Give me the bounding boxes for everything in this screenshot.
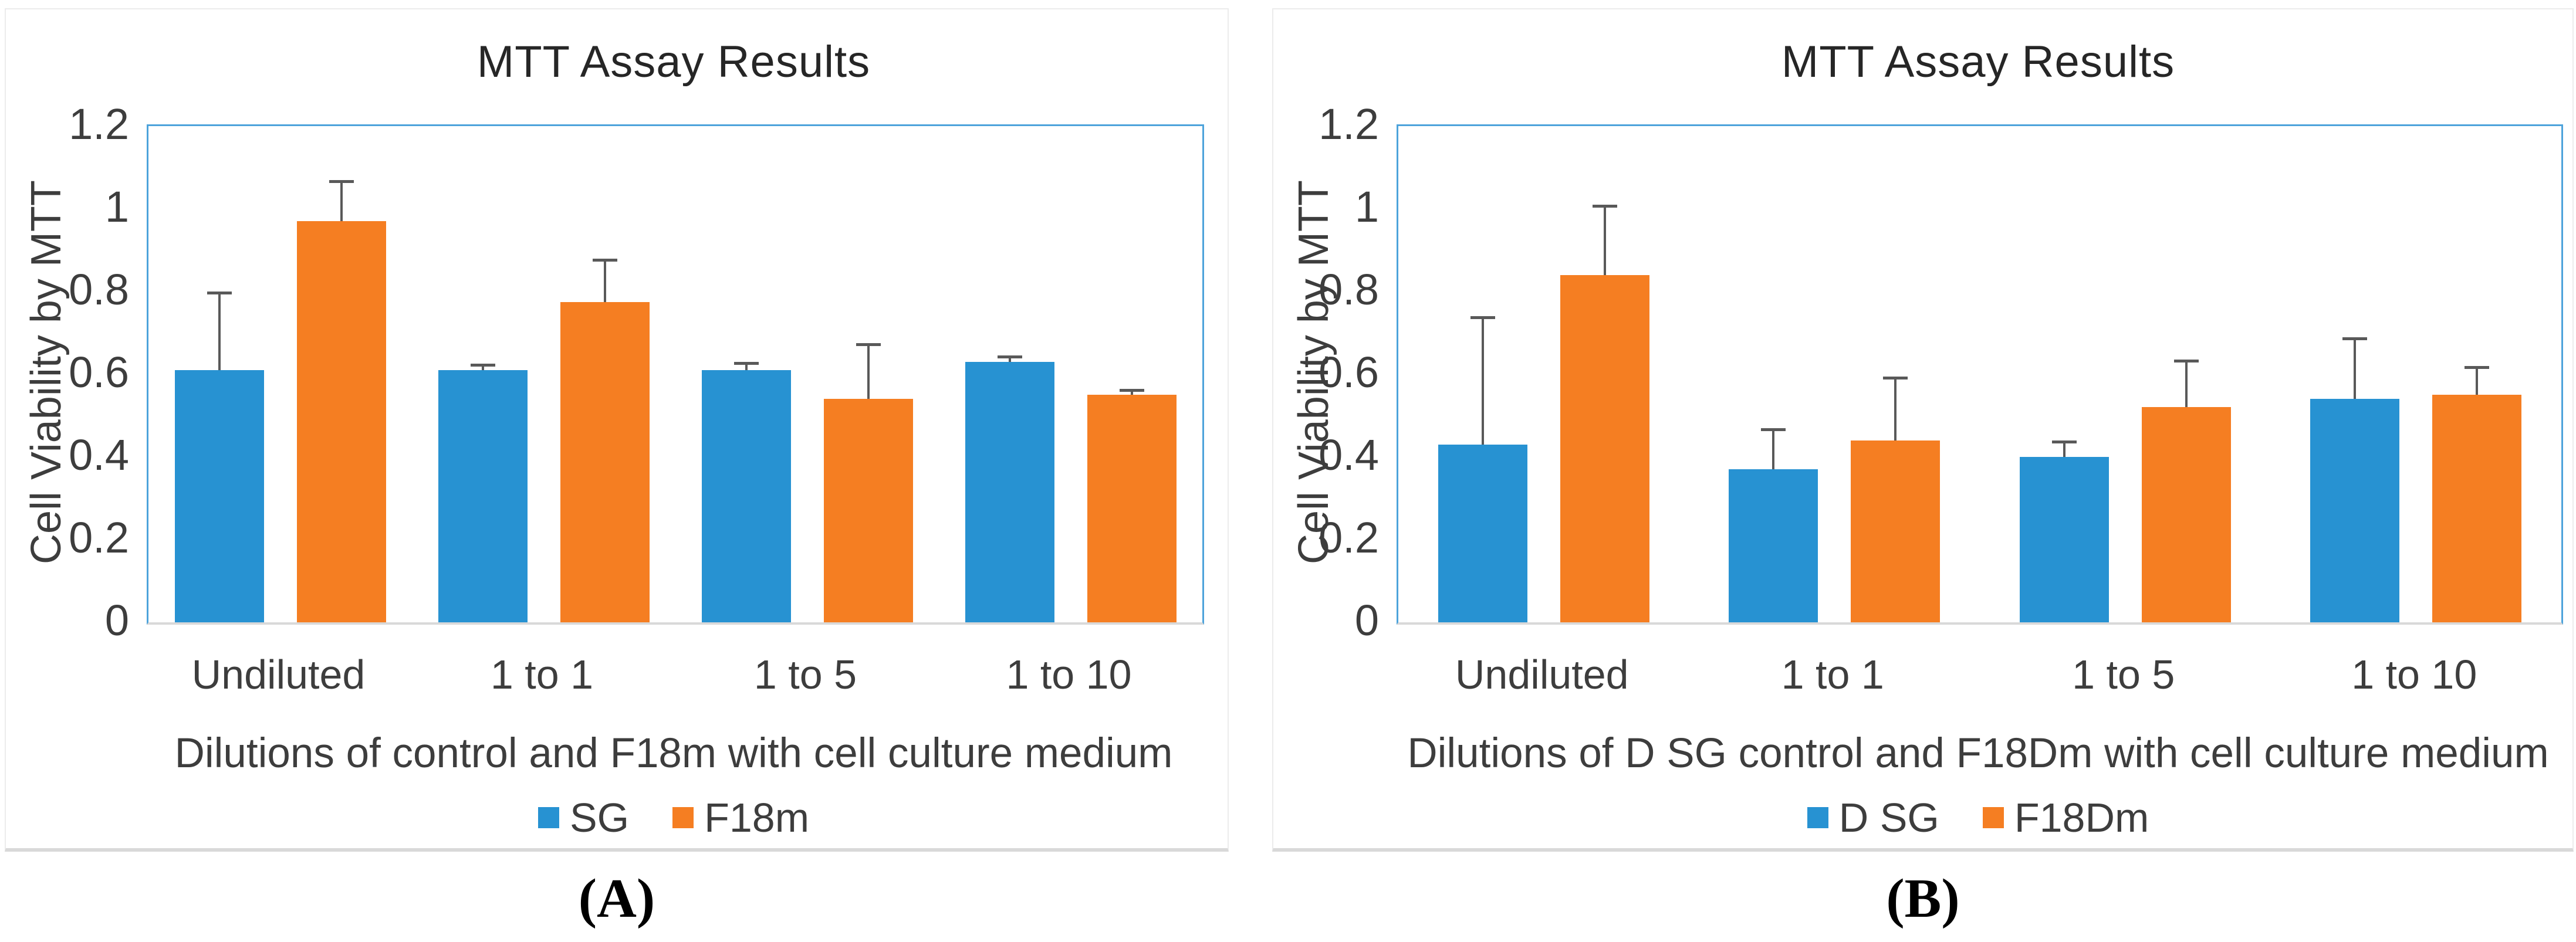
legend-item-sg: SG — [537, 794, 630, 841]
error-bar-cap — [1883, 376, 1908, 379]
y-tick-label: 1.2 — [1319, 100, 1379, 148]
category-label: 1 to 10 — [1006, 652, 1132, 697]
bar-f18m-1-to-1 — [560, 301, 650, 622]
error-bar — [867, 343, 870, 399]
panel-caption-b: (B) — [1886, 868, 1960, 929]
y-tick-label: 0.4 — [1319, 431, 1379, 479]
legend-label: F18m — [704, 795, 810, 841]
error-bar-cap — [1592, 204, 1617, 208]
plot-area — [147, 124, 1204, 625]
chart-title: MTT Assay Results — [1781, 37, 2175, 87]
legend-label: D SG — [1838, 795, 1939, 841]
chart-panel-a: MTT Assay Results Cell Viability by MTT … — [5, 8, 1229, 852]
error-bar — [745, 361, 748, 370]
error-bar — [1130, 388, 1133, 395]
error-bar-cap — [733, 361, 759, 365]
category-label: 1 to 1 — [490, 652, 594, 697]
category-label: Undiluted — [191, 652, 366, 697]
y-tick-label: 1 — [104, 182, 129, 231]
bar-d-sg-1-to-5 — [2019, 457, 2109, 622]
error-bar-cap — [2342, 337, 2368, 340]
y-tick-label: 0.2 — [69, 513, 129, 562]
legend-swatch-icon — [1982, 807, 2004, 828]
error-bar-cap — [470, 364, 495, 367]
error-bar-cap — [2173, 360, 2199, 363]
error-bar-cap — [1470, 316, 1495, 320]
error-bar — [481, 364, 484, 370]
error-bar — [1894, 376, 1897, 440]
bar-d-sg-1-to-1 — [1729, 469, 1818, 622]
legend: D SG F18Dm — [1397, 794, 2560, 841]
error-bar-cap — [2465, 365, 2490, 369]
error-bar-cap — [592, 258, 617, 262]
bar-f18dm-1-to-5 — [2141, 407, 2231, 622]
y-tick-label: 1 — [1354, 182, 1379, 231]
y-tick-label: 0.8 — [1319, 265, 1379, 314]
category-label: Undiluted — [1455, 652, 1629, 697]
error-bar-cap — [856, 343, 881, 347]
category-label: 1 to 10 — [2351, 652, 2477, 697]
y-tick-label: 0 — [1354, 596, 1379, 645]
x-axis-title: Dilutions of control and F18m with cell … — [174, 730, 1173, 777]
bar-sg-1-to-10 — [965, 361, 1054, 622]
legend-item-d-sg: D SG — [1807, 794, 1939, 841]
bar-f18dm-undiluted — [1560, 275, 1649, 622]
error-bar-cap — [329, 179, 354, 183]
bar-f18dm-1-to-1 — [1851, 440, 1941, 622]
x-axis-title: Dilutions of D SG control and F18Dm with… — [1407, 730, 2549, 777]
error-bar — [1603, 204, 1606, 275]
category-label: 1 to 5 — [2072, 652, 2175, 697]
error-bar — [340, 179, 343, 222]
error-bar-cap — [997, 355, 1022, 359]
legend: SG F18m — [147, 794, 1201, 841]
error-bar — [603, 258, 606, 302]
chart-panel-b: MTT Assay Results Cell Viability by MTT … — [1272, 8, 2574, 852]
error-bar — [1772, 428, 1775, 470]
plot-area — [1397, 124, 2563, 625]
error-bar — [1481, 316, 1484, 445]
bar-d-sg-1-to-10 — [2310, 399, 2400, 622]
bar-d-sg-undiluted — [1438, 444, 1527, 622]
legend-swatch-icon — [672, 807, 694, 828]
bar-f18m-1-to-10 — [1087, 395, 1177, 622]
bar-f18m-undiluted — [296, 221, 386, 622]
legend-swatch-icon — [537, 807, 559, 828]
y-tick-label: 0.2 — [1319, 513, 1379, 562]
y-tick-label: 0 — [104, 596, 129, 645]
chart-title: MTT Assay Results — [476, 37, 871, 87]
panel-caption-a: (A) — [578, 868, 655, 929]
error-bar — [2185, 360, 2188, 408]
bar-sg-1-to-5 — [701, 370, 791, 622]
error-bar — [1008, 355, 1011, 362]
y-tick-label: 1.2 — [69, 100, 129, 148]
category-label: 1 to 1 — [1781, 652, 1884, 697]
legend-item-f18m: F18m — [672, 794, 809, 841]
bar-f18m-1-to-5 — [823, 399, 913, 622]
error-bar-cap — [1119, 388, 1144, 392]
y-tick-label: 0.6 — [69, 348, 129, 397]
error-bar-cap — [2051, 440, 2077, 443]
bar-sg-undiluted — [174, 370, 264, 622]
bar-sg-1-to-1 — [438, 370, 528, 622]
error-bar — [2063, 440, 2065, 457]
y-tick-label: 0.4 — [69, 431, 129, 479]
error-bar-cap — [207, 292, 232, 294]
legend-label: F18Dm — [2014, 795, 2149, 841]
error-bar-cap — [1761, 428, 1786, 431]
category-label: 1 to 5 — [753, 652, 857, 697]
y-tick-label: 0.8 — [69, 265, 129, 314]
error-bar — [2354, 337, 2357, 399]
legend-label: SG — [569, 795, 630, 841]
legend-item-f18dm: F18Dm — [1982, 794, 2149, 841]
error-bar — [2476, 365, 2479, 395]
bar-f18dm-1-to-10 — [2432, 395, 2522, 622]
error-bar — [218, 292, 221, 370]
legend-swatch-icon — [1807, 807, 1828, 828]
y-tick-label: 0.6 — [1319, 348, 1379, 397]
